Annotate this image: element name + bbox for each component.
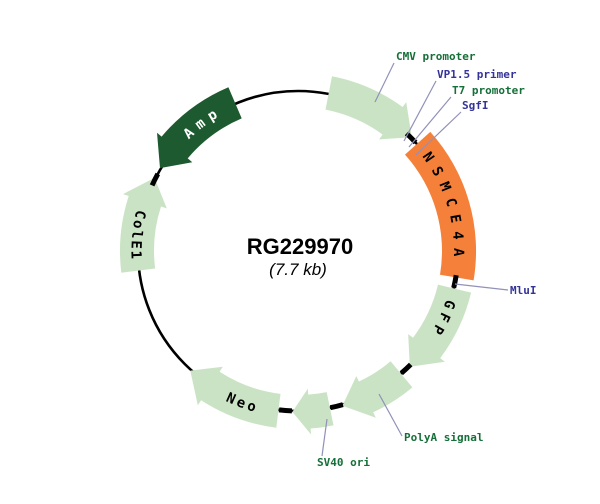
plasmid-name: RG229970: [246, 234, 354, 259]
label-mlui: MluI: [510, 284, 537, 297]
feature-arc-neo: [190, 366, 281, 428]
leader-line-sgfi: [415, 111, 462, 156]
leader-line-mlui: [454, 283, 509, 291]
label-polya-signal: PolyA signal: [404, 431, 484, 444]
label-vp15-primer: VP1.5 primer: [437, 68, 517, 81]
feature-arc-polya-signal: [342, 361, 413, 418]
feature-arc-nsmce4a: [405, 131, 477, 281]
label-t7-promoter: T7 promoter: [452, 84, 525, 97]
feature-label-cole1: ColE1: [127, 208, 148, 261]
tick-gfp-polya-junction: [399, 362, 413, 376]
leader-line-t7-promoter: [408, 96, 452, 148]
label-cmv-promoter: CMV promoter: [396, 50, 476, 63]
leader-line-vp15-primer: [403, 80, 437, 142]
tick-cole1-amp-junction: [149, 172, 160, 187]
feature-arc-cmv-promoter: [325, 76, 412, 140]
feature-arc-amp: [157, 87, 242, 169]
feature-arc-sv40-ori: [292, 388, 334, 435]
feature-arc-cole1: [119, 177, 167, 273]
feature-arc-gfp: [408, 284, 472, 367]
tick-mlui-site: [451, 274, 459, 289]
tick-sv40-neo-junction: [278, 407, 293, 414]
tick-polya-sv40-junction: [329, 402, 344, 411]
label-sv40-ori: SV40 ori: [317, 456, 370, 469]
tick-sgfi-site: [404, 131, 418, 145]
leader-line-cmv-promoter: [374, 62, 395, 103]
label-sgfi: SgfI: [462, 99, 489, 112]
leader-line-sv40-ori: [321, 418, 328, 457]
plasmid-size: (7.7 kb): [269, 260, 327, 279]
leader-line-polya-signal: [378, 393, 403, 437]
